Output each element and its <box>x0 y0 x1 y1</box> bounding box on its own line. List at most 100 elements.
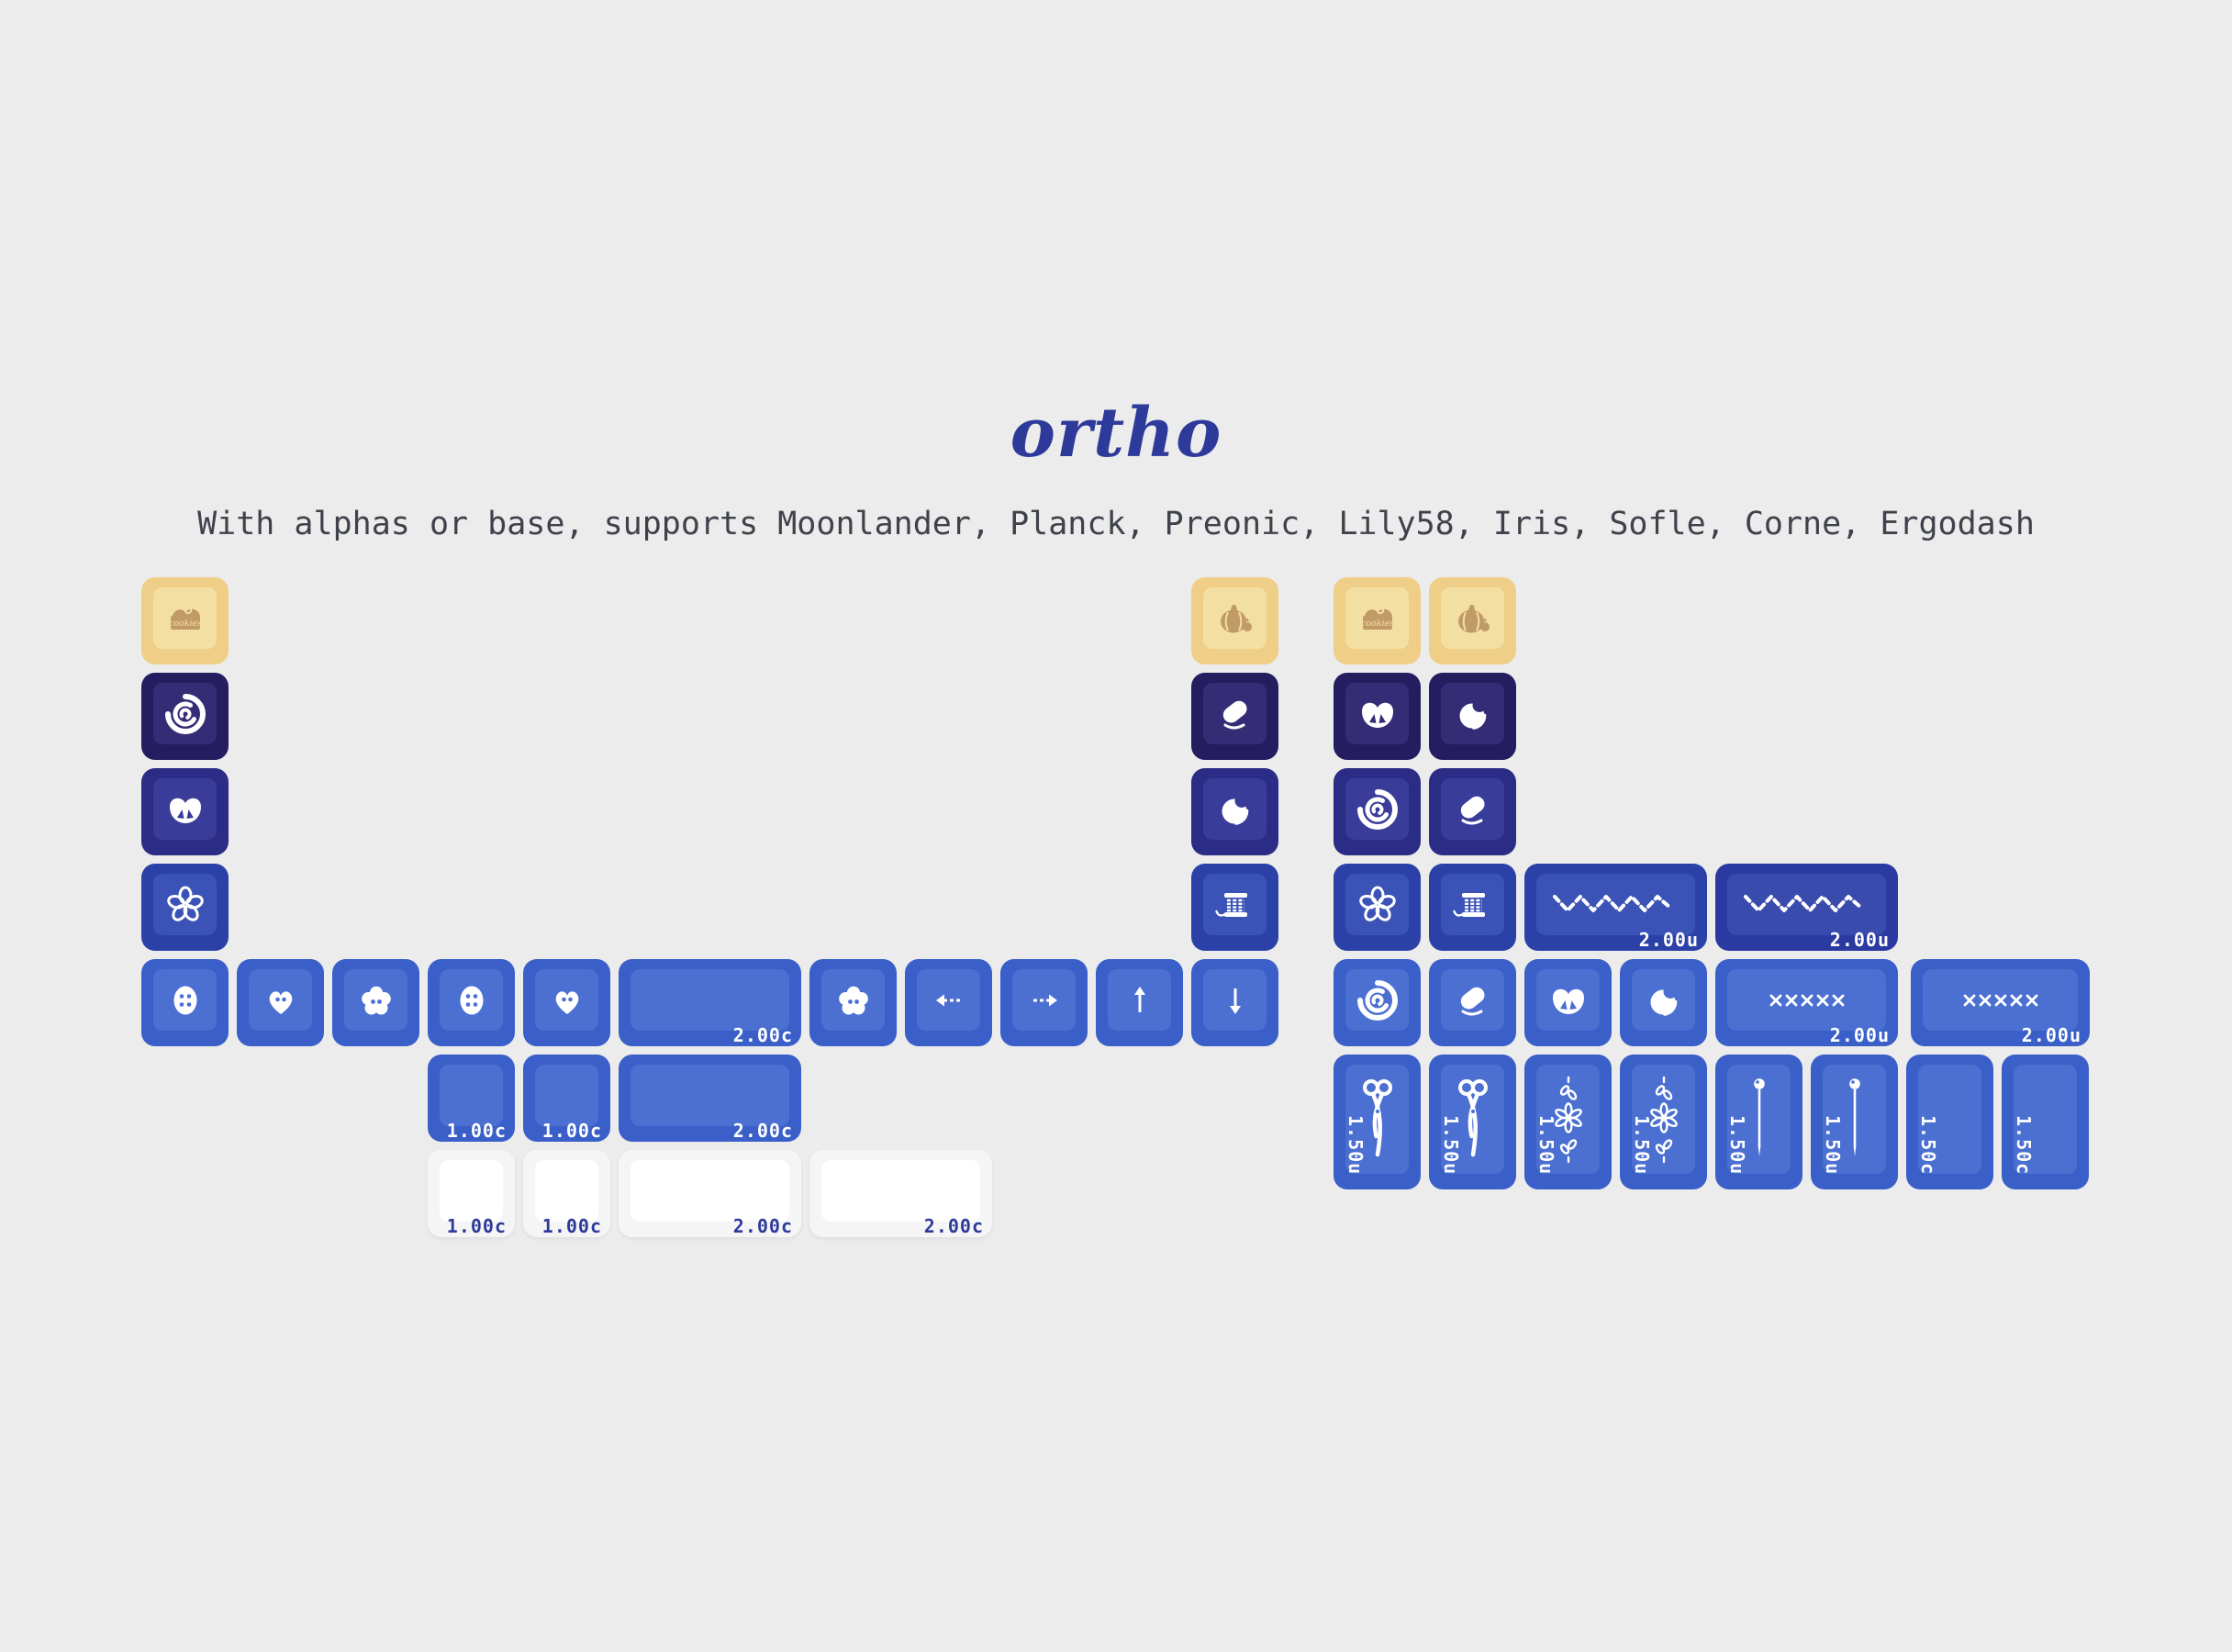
keycap-top-surface <box>1012 969 1076 1031</box>
keycap-thread-spool <box>1429 864 1516 951</box>
keycap-size-label: 2.00u <box>1829 1024 1890 1046</box>
keycap-floral-vine: 1.50u <box>1524 1055 1612 1189</box>
svg-text:cookies: cookies <box>1360 619 1393 629</box>
pumpkin-pincushion-icon <box>1191 585 1278 652</box>
keycap-size-label: 1.50u <box>1345 1115 1367 1176</box>
keycap-size-label: 1.00c <box>446 1120 507 1142</box>
stitch-arrow-right-icon <box>1000 966 1088 1033</box>
keycap-flower-outline <box>1334 864 1421 951</box>
keycap-size-label: 2.00c <box>732 1024 793 1046</box>
keycap-top-surface <box>535 1065 598 1126</box>
kit-subtitle: With alphas or base, supports Moonlander… <box>197 506 2035 542</box>
keycap-flower-button <box>332 959 419 1046</box>
pretzel-icon <box>1334 680 1421 747</box>
keycap-top-surface <box>153 874 217 935</box>
keycap-top-surface <box>535 1160 598 1222</box>
keycap-bitten-cookie <box>1620 959 1707 1046</box>
keycap-size-label: 2.00c <box>732 1215 793 1237</box>
keycap-size-label: 1.50u <box>1631 1115 1653 1176</box>
flower-outline-icon <box>141 871 229 938</box>
sewing-pin-icon <box>1715 1062 1802 1177</box>
keycap-bitten-cookie <box>1429 673 1516 760</box>
heart-button-icon <box>237 966 324 1033</box>
keycap-blank-2.00c: 2.00c <box>619 959 801 1046</box>
keycap-pretzel <box>1524 959 1612 1046</box>
keycap-cookie-jar: cookies <box>1334 577 1421 664</box>
sewing-pin-icon <box>1811 1062 1898 1177</box>
keycap-cookie-jar: cookies <box>141 577 229 664</box>
keycap-sewing-pin: 1.50u <box>1811 1055 1898 1189</box>
keycap-size-label: 1.50c <box>1917 1115 1939 1176</box>
keycap-eraser <box>1429 959 1516 1046</box>
keycap-top-surface <box>917 969 980 1031</box>
keycap-top-surface <box>1345 874 1409 935</box>
keycap-size-label: 1.00c <box>541 1215 602 1237</box>
keycap-top-surface <box>1345 778 1409 840</box>
keycap-flower-outline <box>141 864 229 951</box>
thread-spool-icon <box>1191 871 1278 938</box>
keycap-zigzag-stitch: 2.00u <box>1715 864 1898 951</box>
floral-vine-icon <box>1620 1062 1707 1177</box>
keycap-heart-button <box>523 959 610 1046</box>
keycap-size-label: 1.50c <box>2013 1115 2035 1176</box>
cinnamon-swirl-icon <box>1334 966 1421 1033</box>
zigzag-stitch-icon <box>1715 871 1898 938</box>
keycap-blank-2.00c: 2.00c <box>619 1150 801 1237</box>
cross-stitch-icon <box>1715 966 1898 1033</box>
keycap-stitch-arrow-left <box>905 959 992 1046</box>
keycap-pumpkin-pincushion <box>1191 577 1278 664</box>
keycap-pretzel <box>141 768 229 855</box>
stork-scissors-icon <box>1429 1062 1516 1177</box>
keycap-stitch-arrow-up <box>1096 959 1183 1046</box>
keycap-size-label: 1.00c <box>446 1215 507 1237</box>
keycap-cross-stitch: 2.00u <box>1715 959 1898 1046</box>
keycap-stork-scissors: 1.50u <box>1334 1055 1421 1189</box>
keycap-round-button <box>428 959 515 1046</box>
keycap-blank-1.00c: 1.00c <box>428 1055 515 1142</box>
keycap-top-surface <box>631 1065 789 1126</box>
eraser-icon <box>1429 776 1516 843</box>
keycap-eraser <box>1191 673 1278 760</box>
flower-outline-icon <box>1334 871 1421 938</box>
eraser-icon <box>1429 966 1516 1033</box>
stitch-arrow-left-icon <box>905 966 992 1033</box>
keycap-size-label: 1.50u <box>1726 1115 1748 1176</box>
cinnamon-swirl-icon <box>141 680 229 747</box>
pumpkin-pincushion-icon <box>1429 585 1516 652</box>
keycap-size-label: 2.00u <box>1829 929 1890 951</box>
pretzel-icon <box>1524 966 1612 1033</box>
keycap-top-surface <box>1441 874 1504 935</box>
keycap-top-surface <box>631 969 789 1031</box>
keycap-cinnamon-swirl <box>1334 768 1421 855</box>
cookie-jar-icon: cookies <box>1334 585 1421 652</box>
eraser-icon <box>1191 680 1278 747</box>
round-button-icon <box>428 966 515 1033</box>
keycap-size-label: 1.50u <box>1535 1115 1557 1176</box>
keycap-flower-button <box>809 959 897 1046</box>
keycap-size-label: 2.00c <box>923 1215 984 1237</box>
keycap-top-surface <box>440 1160 503 1222</box>
keycap-top-surface <box>440 1065 503 1126</box>
floral-vine-icon <box>1524 1062 1612 1177</box>
keycap-eraser <box>1429 768 1516 855</box>
cinnamon-swirl-icon <box>1334 776 1421 843</box>
thread-spool-icon <box>1429 871 1516 938</box>
bitten-cookie-icon <box>1429 680 1516 747</box>
keycap-pumpkin-pincushion <box>1429 577 1516 664</box>
keycap-top-surface <box>631 1160 789 1222</box>
keycap-top-surface <box>153 683 217 744</box>
flower-button-icon <box>332 966 419 1033</box>
keycap-floral-vine: 1.50u <box>1620 1055 1707 1189</box>
keycap-blank-1.50c: 1.50c <box>2002 1055 2089 1189</box>
keycap-blank-2.00c: 2.00c <box>619 1055 801 1142</box>
keycap-blank-1.00c: 1.00c <box>523 1150 610 1237</box>
keycap-heart-button <box>237 959 324 1046</box>
keycap-blank-1.00c: 1.00c <box>523 1055 610 1142</box>
keycap-cinnamon-swirl <box>1334 959 1421 1046</box>
round-button-icon <box>141 966 229 1033</box>
keycap-top-surface <box>1345 969 1409 1031</box>
keycap-bitten-cookie <box>1191 768 1278 855</box>
keycap-top-surface <box>1918 1065 1981 1174</box>
